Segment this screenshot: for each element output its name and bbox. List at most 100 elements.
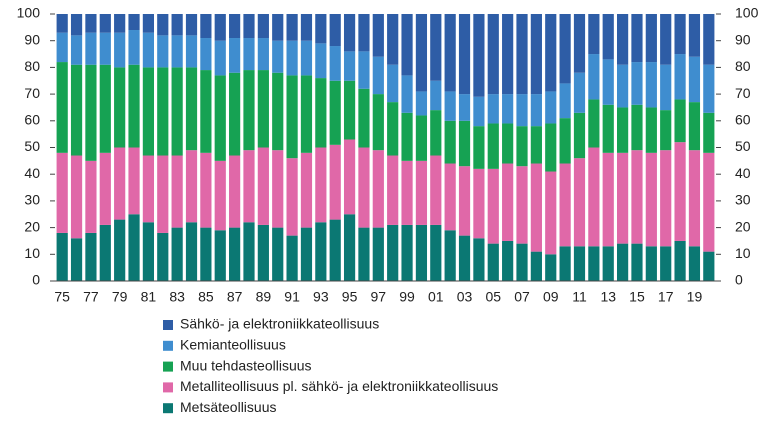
x-tick-label: 03 — [457, 289, 473, 305]
bar-segment — [415, 160, 428, 225]
bar-segment — [588, 14, 600, 55]
legend-swatch — [163, 361, 173, 372]
bar-segment — [545, 254, 557, 281]
bar-segment — [573, 72, 586, 113]
bar-segment — [200, 227, 212, 281]
bar-segment — [573, 246, 586, 281]
x-tick-label: 87 — [227, 289, 243, 305]
y-tick-label: 80 — [24, 58, 40, 74]
bar-segment — [114, 219, 126, 281]
bar-segment — [128, 14, 140, 31]
bar-segment — [631, 243, 643, 281]
bar-segment — [602, 14, 614, 60]
bar-segment — [458, 235, 471, 281]
x-tick-label: 97 — [371, 289, 387, 305]
bar-segment — [444, 120, 456, 164]
bar-segment — [56, 62, 68, 153]
bar-segment — [645, 152, 657, 247]
bar-segment — [588, 246, 600, 281]
bar-segment — [602, 152, 614, 247]
bar-segment — [473, 238, 485, 281]
x-tick-label: 11 — [572, 289, 587, 305]
bar-segment — [343, 214, 356, 281]
bar-segment — [573, 14, 586, 73]
bar-segment — [415, 115, 428, 161]
bar-segment — [286, 158, 298, 236]
bar-segment — [430, 14, 442, 81]
bar-segment — [200, 14, 212, 39]
bar-segment — [85, 32, 97, 65]
bar-segment — [329, 46, 341, 81]
bar-segment — [171, 14, 183, 36]
bar-segment — [616, 14, 629, 65]
bar-segment — [85, 232, 97, 281]
bar-segment — [315, 222, 327, 281]
bar-segment — [660, 14, 672, 65]
bar-segment — [257, 38, 269, 71]
bar-segment — [401, 112, 413, 161]
bar-segment — [229, 14, 241, 39]
bar-segment — [329, 219, 341, 281]
bar-segment — [343, 80, 356, 140]
bar-segment — [171, 67, 183, 156]
bar-segment — [114, 67, 126, 148]
legend-label: Muu tehdasteollisuus — [180, 357, 312, 373]
y2-tick-label: 100 — [735, 5, 759, 21]
bar-segment — [660, 110, 672, 151]
bar-segment — [142, 14, 155, 33]
bar-segment — [171, 227, 183, 281]
y2-tick-label: 60 — [735, 112, 751, 128]
bar-segment — [70, 155, 83, 239]
bar-segment — [229, 227, 241, 281]
bar-segment — [688, 14, 701, 57]
bar-segment — [200, 70, 212, 153]
bar-segment — [300, 152, 313, 228]
y-tick-label: 40 — [24, 165, 40, 181]
bar-segment — [645, 107, 657, 153]
bar-segment — [458, 166, 471, 236]
bar-segment — [70, 238, 83, 281]
x-tick-label: 05 — [485, 289, 501, 305]
bar-segment — [415, 14, 428, 92]
bar-segment — [487, 243, 499, 281]
bar-segment — [300, 75, 313, 153]
bar-segment — [703, 64, 715, 113]
x-tick-label: 01 — [428, 289, 444, 305]
x-tick-label: 91 — [284, 289, 300, 305]
bar-segment — [703, 112, 715, 153]
bar-segment — [387, 14, 399, 65]
bar-segment — [674, 14, 686, 55]
bar-segment — [272, 40, 284, 73]
bar-segment — [401, 14, 413, 76]
bar-segment — [56, 152, 68, 233]
bar-segment — [674, 240, 686, 281]
bar-segment — [56, 32, 68, 63]
bar-segment — [559, 83, 571, 119]
bar-segment — [458, 14, 471, 95]
bar-segment — [545, 171, 557, 255]
bar-segment — [142, 155, 155, 223]
bar-segment — [142, 222, 155, 281]
bar-segment — [616, 107, 629, 153]
bar-segment — [631, 14, 643, 63]
bar-segment — [200, 152, 212, 228]
y-tick-label: 10 — [24, 245, 40, 261]
legend-swatch — [163, 320, 173, 330]
bar-segment — [602, 246, 614, 281]
bar-segment — [214, 75, 226, 161]
bar-segment — [588, 147, 600, 247]
bar-segment — [502, 14, 514, 95]
bar-segment — [85, 64, 97, 161]
bar-segment — [243, 222, 255, 281]
bar-segment — [530, 126, 542, 164]
bar-segment — [502, 240, 514, 281]
y2-tick-label: 70 — [735, 85, 751, 101]
y-tick-label: 30 — [24, 192, 40, 208]
bar-segment — [286, 75, 298, 159]
bar-segment — [559, 14, 571, 84]
bar-segment — [458, 94, 471, 121]
bar-segment — [70, 14, 83, 36]
bar-segment — [502, 123, 514, 164]
bar-segment — [157, 35, 169, 68]
